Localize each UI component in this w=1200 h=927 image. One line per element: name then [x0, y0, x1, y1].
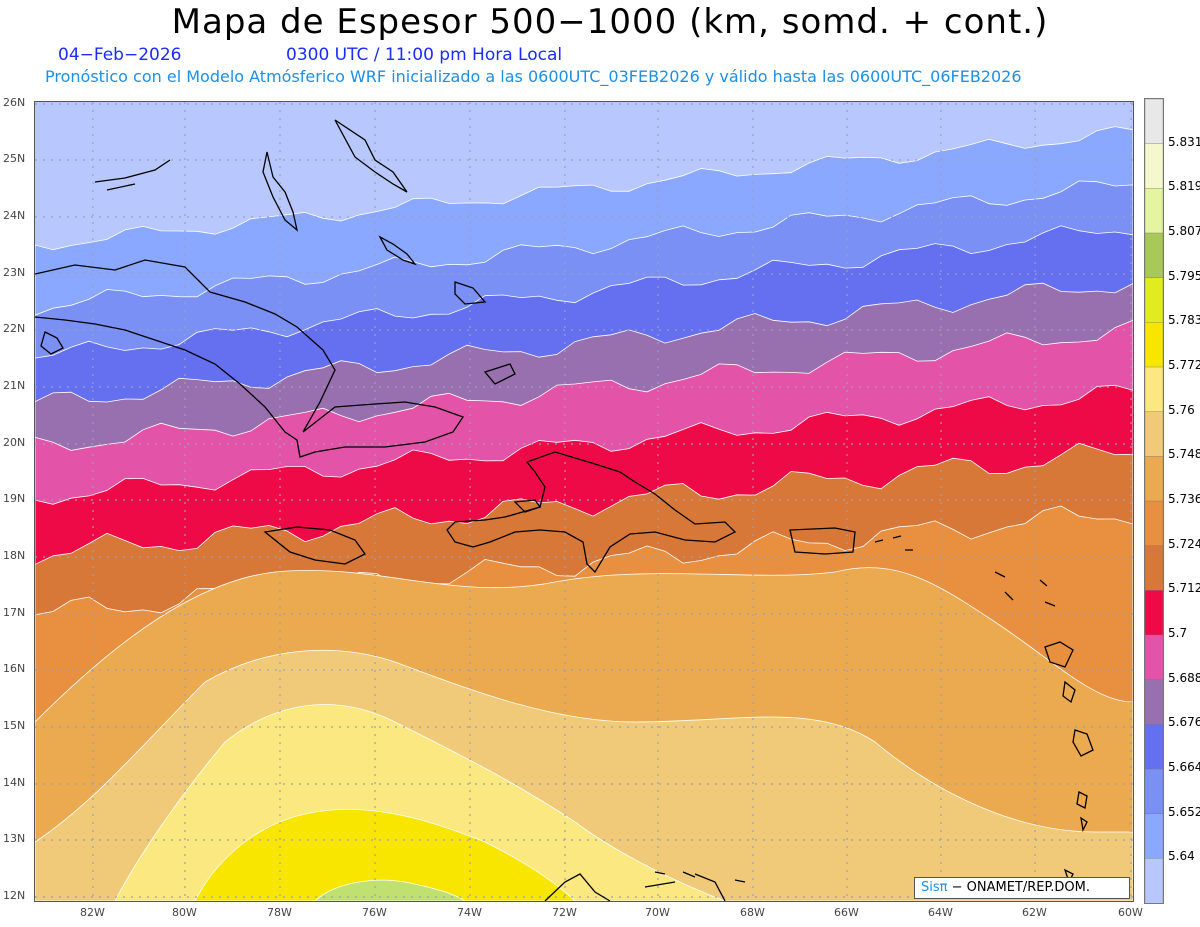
colorbar-swatch [1145, 322, 1163, 368]
credit-text: − ONAMET/REP.DOM. [947, 880, 1091, 895]
coastline-bahamas-2 [334, 119, 408, 193]
thickness-map[interactable] [34, 101, 1134, 902]
colorbar-swatch [1145, 143, 1163, 190]
lat-tick-label: 14N [3, 776, 26, 789]
coastline-south-america [544, 873, 726, 901]
warm-band-3 [194, 809, 576, 901]
colorbar-label: 5.724 [1168, 536, 1200, 551]
lon-tick-label: 76W [362, 906, 387, 919]
coastline-cuba [35, 259, 465, 458]
colorbar [1144, 98, 1164, 904]
coastline-bahamas-3 [378, 235, 417, 266]
lon-tick-label: 70W [645, 906, 670, 919]
colorbar-swatch [1145, 545, 1163, 592]
lat-tick-label: 22N [3, 322, 26, 335]
coastline-guadeloupe [1044, 641, 1074, 668]
lat-lon-grid [35, 102, 1133, 901]
colorbar-label: 5.64 [1168, 849, 1195, 864]
coastline-turks [483, 363, 516, 385]
colorbar-label: 5.807 [1168, 224, 1200, 238]
lat-tick-label: 26N [3, 96, 26, 109]
colorbar-label: 5.819 [1168, 179, 1200, 194]
lon-tick-label: 72W [552, 906, 577, 919]
lat-tick-label: 25N [3, 152, 26, 165]
colorbar-label: 5.783 [1168, 313, 1200, 328]
colorbar-swatch [1145, 500, 1163, 547]
lon-tick-label: 66W [834, 906, 859, 919]
credit-box: Sisπ − ONAMET/REP.DOM. [914, 877, 1130, 899]
lon-tick-label: 78W [267, 906, 292, 919]
lat-tick-label: 21N [3, 379, 26, 392]
colorbar-label: 5.676 [1168, 715, 1200, 730]
forecast-date: 04−Feb−2026 [58, 45, 182, 65]
colorbar-label: 5.688 [1168, 670, 1200, 685]
coastline-bahamas-1 [262, 151, 299, 232]
coastline-dominica [1062, 680, 1076, 704]
coastline-lesser-antilles-1 [994, 571, 1056, 607]
lat-tick-label: 13N [3, 832, 26, 845]
colorbar-swatch [1145, 724, 1163, 770]
coastlines [35, 119, 1094, 901]
colorbar-swatch [1145, 590, 1163, 636]
coastline-st-lucia [1076, 791, 1088, 809]
colorbar-swatch [1145, 366, 1163, 413]
lat-tick-label: 18N [3, 549, 26, 562]
coastline-jamaica [263, 526, 366, 565]
coastline-st-vincent [1080, 816, 1088, 833]
colorbar-label: 5.795 [1168, 268, 1200, 283]
coastline-hispaniola [446, 451, 737, 574]
sispi-logo: Sisπ [921, 880, 948, 895]
lat-tick-label: 17N [3, 606, 26, 619]
coastline-bahamas-4 [454, 281, 487, 305]
coastline-isla-juventud [40, 331, 64, 355]
lat-tick-label: 12N [3, 889, 26, 902]
lon-tick-label: 62W [1022, 906, 1047, 919]
colorbar-swatch [1145, 232, 1163, 279]
colorbar-swatch [1145, 634, 1163, 681]
colorbar-swatch [1145, 768, 1163, 815]
colorbar-label: 5.652 [1168, 804, 1200, 819]
colorbar-swatch [1145, 411, 1163, 458]
lat-tick-label: 20N [3, 436, 26, 449]
lat-tick-label: 15N [3, 719, 26, 732]
colorbar-label: 5.7 [1168, 626, 1188, 640]
colorbar-swatch [1145, 679, 1163, 726]
colorbar-swatch [1145, 456, 1163, 502]
lat-tick-label: 24N [3, 209, 26, 222]
colorbar-label: 5.736 [1168, 492, 1200, 506]
lon-tick-label: 74W [457, 906, 482, 919]
model-info: Pronóstico con el Modelo Atmósferico WRF… [45, 67, 1022, 86]
colorbar-label: 5.831 [1168, 134, 1200, 149]
warm-band-4 [314, 879, 466, 901]
coastline-puerto-rico [789, 527, 856, 555]
colorbar-swatch [1145, 277, 1163, 324]
lat-tick-label: 19N [3, 492, 26, 505]
colorbar-label: 5.712 [1168, 581, 1200, 596]
colorbar-swatch [1145, 99, 1163, 145]
lat-tick-label: 16N [3, 662, 26, 675]
coastline-gonave [513, 499, 542, 513]
forecast-time: 0300 UTC / 11:00 pm Hora Local [286, 45, 563, 65]
coastline-abc-islands [654, 871, 746, 883]
lon-tick-label: 60W [1118, 906, 1143, 919]
colorbar-swatch [1145, 188, 1163, 234]
lon-tick-label: 82W [80, 906, 105, 919]
colorbar-swatch [1145, 813, 1163, 860]
lat-tick-label: 23N [3, 266, 26, 279]
coastline-martinique [1072, 729, 1094, 757]
coastline-florida-keys [94, 159, 171, 191]
colorbar-label: 5.772 [1168, 358, 1200, 372]
colorbar-label: 5.664 [1168, 760, 1200, 774]
coastline-virgin-islands [874, 535, 913, 551]
lon-tick-label: 64W [928, 906, 953, 919]
colorbar-label: 5.748 [1168, 447, 1200, 462]
lon-tick-label: 68W [740, 906, 765, 919]
colorbar-swatch [1145, 858, 1163, 903]
colorbar-label: 5.76 [1168, 402, 1195, 417]
thickness-bands [35, 102, 1133, 901]
lon-tick-label: 80W [172, 906, 197, 919]
page-title: Mapa de Espesor 500−1000 (km, somd. + co… [171, 2, 1049, 42]
